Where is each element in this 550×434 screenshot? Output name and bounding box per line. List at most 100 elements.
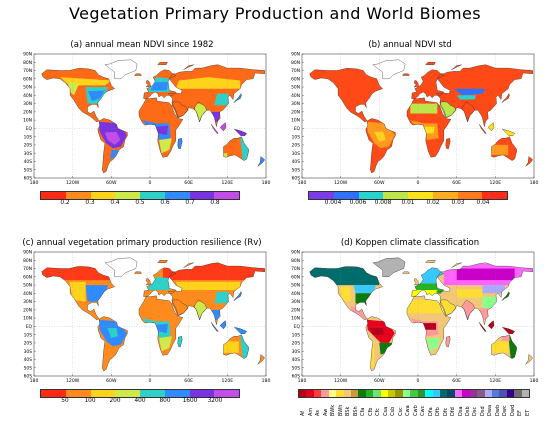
koppen-class-label: Cwa — [405, 405, 412, 416]
vegetation-zone — [104, 131, 121, 145]
lat-tick-label: 40S — [24, 357, 33, 363]
koppen-class-label: Dfa — [427, 407, 434, 416]
colorbar-swatch — [65, 390, 91, 397]
panel-c-title: (c) annual vegetation primary production… — [22, 238, 262, 248]
lon-tick-label: 60W — [106, 378, 117, 383]
coastline-northamerica — [41, 67, 115, 122]
colorbar-tick-label: 0.008 — [374, 200, 392, 206]
koppen-class-label: Dwa — [487, 404, 494, 416]
colorbar-tick-label: 200 — [109, 398, 121, 404]
lon-tick-label: 180 — [262, 378, 271, 383]
koppen-class-label: BWk — [330, 404, 337, 416]
vegetation-zone — [150, 82, 168, 91]
lat-tick-label: EQ — [294, 126, 301, 132]
lat-tick-label: 50N — [23, 283, 32, 289]
koppen-swatch — [306, 390, 314, 397]
panel-a: (a) annual mean NDVI since 1982 90N 80N 70… — [8, 40, 276, 236]
panel-c: (c) annual vegetation primary production… — [8, 238, 276, 434]
koppen-swatch — [454, 390, 463, 397]
vegetation-zone — [107, 328, 118, 338]
panel-a-title: (a) annual mean NDVI since 1982 — [70, 40, 214, 50]
coastline-asia — [435, 64, 533, 127]
vegetation-zone — [339, 286, 351, 302]
coastline-asia — [167, 64, 265, 127]
koppen-class-label: Dsa — [457, 406, 464, 416]
colorbar-swatch — [482, 192, 507, 199]
panel-b-colorbar — [308, 191, 508, 200]
koppen-swatch — [373, 390, 381, 397]
colorbar-tick-label: 800 — [159, 398, 171, 404]
coastline-uk — [413, 80, 419, 88]
coastline-madagascar — [177, 336, 183, 348]
coastline-australia — [223, 136, 249, 161]
coastline-newguinea — [233, 128, 247, 136]
coastline-svalbard — [425, 62, 436, 65]
lat-tick-label: EQ — [26, 126, 33, 132]
colorbar-swatch — [333, 192, 359, 199]
koppen-class-label: ET — [524, 409, 531, 416]
lat-tick-label: EQ — [26, 324, 33, 330]
coastline-novaya — [183, 64, 194, 70]
koppen-class-label: Cfa — [360, 407, 367, 416]
lat-tick-label: 30N — [23, 101, 32, 107]
koppen-class-label: Dsb — [464, 406, 471, 416]
coastline-nz — [257, 354, 265, 365]
lat-tick-label: 90N — [291, 52, 300, 58]
koppen-class-label: EF — [517, 409, 524, 416]
colorbar-tick-label: 3200 — [207, 398, 223, 404]
vegetation-zone — [85, 285, 109, 302]
coastline-australia — [223, 334, 249, 359]
coastline-sumatra — [479, 124, 487, 134]
koppen-class-label: Cwc — [420, 405, 427, 416]
koppen-swatch — [484, 390, 492, 397]
lon-tick-label: 60E — [452, 180, 461, 185]
coastline-india — [461, 101, 475, 123]
panel-b-colorbar-ticks: 0.004 0.006 0.008 0.01 0.02 0.03 0.04 — [308, 200, 508, 209]
lon-tick-label: 60E — [452, 378, 461, 383]
lat-tick-label: 10S — [24, 134, 33, 140]
lat-tick-label: 90N — [23, 250, 32, 256]
coastline-japan — [233, 291, 242, 301]
panel-d-koppen-labels: Af Am As Aw BWk BWh BSk BSh Cfa Cfb Cfc Csa Csb Csc Cw… — [298, 398, 531, 422]
coastline-northamerica — [309, 265, 383, 320]
colorbar-tick-label: 0.2 — [60, 200, 70, 206]
vegetation-zone — [482, 296, 497, 309]
lon-tick-label: 180 — [530, 180, 539, 185]
lat-tick-label: 10N — [23, 118, 32, 124]
lat-tick-label: EQ — [294, 324, 301, 330]
lat-tick-label: 20N — [23, 109, 32, 115]
koppen-swatch — [365, 390, 374, 397]
koppen-class-label: Cwb — [412, 405, 419, 416]
koppen-class-label: Dwb — [494, 404, 501, 416]
lat-tick-label: 80N — [291, 258, 300, 264]
lon-tick-label: 120W — [66, 180, 80, 185]
koppen-class-label: As — [315, 409, 322, 416]
vegetation-zone — [456, 289, 483, 298]
coastline-iceland — [134, 73, 142, 76]
lat-tick-label: 30S — [292, 349, 301, 355]
koppen-class-label: Dwc — [502, 405, 509, 416]
coastline-novaya — [451, 64, 462, 70]
lon-tick-label: 180 — [298, 180, 307, 185]
lat-tick-label: 50S — [24, 365, 33, 371]
lat-tick-label: 10N — [291, 316, 300, 322]
colorbar-tick-label: 0.7 — [185, 200, 195, 206]
colorbar-swatch — [115, 192, 140, 199]
coastline-novaya — [451, 262, 462, 268]
coastline-uk — [145, 80, 151, 88]
vegetation-zone — [214, 291, 229, 304]
panel-b-title: (b) annual NDVI std — [368, 40, 452, 50]
lon-tick-label: 120E — [221, 180, 233, 185]
lat-tick-label: 50S — [292, 167, 301, 173]
coastline-newguinea — [501, 128, 515, 136]
colorbar-tick-label: 0.01 — [401, 200, 415, 206]
coastline-sumatra — [211, 124, 219, 134]
lat-tick-label: 20S — [24, 143, 33, 149]
koppen-swatch — [410, 390, 418, 397]
koppen-swatch — [514, 390, 522, 397]
coastline-northamerica — [309, 67, 383, 122]
koppen-swatch — [440, 390, 448, 397]
vegetation-zone — [175, 77, 241, 89]
koppen-class-label: BWh — [337, 404, 344, 416]
lat-tick-label: 50S — [24, 167, 33, 173]
